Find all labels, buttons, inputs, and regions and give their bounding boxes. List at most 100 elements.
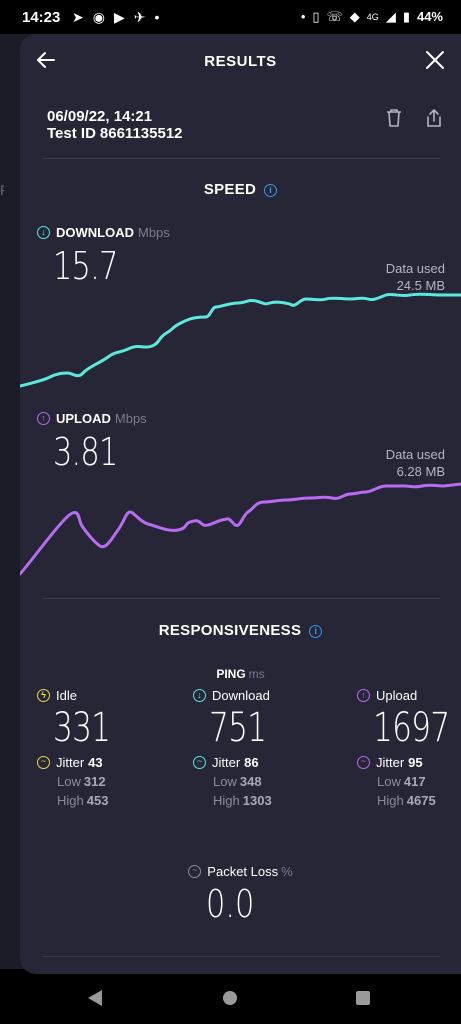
navigation-bar: [0, 974, 461, 1024]
jitter-label: Jitter: [212, 755, 241, 770]
low-label: Low: [57, 774, 81, 789]
packet-loss-label-text: Packet Loss: [207, 864, 279, 879]
signal-icon: ◢: [385, 9, 396, 24]
upload-label-text: UPLOAD: [56, 411, 111, 426]
status-bar: 14:23 ➤ ◉ ▶ ✈ • • ▯ ☏ ◆ 4G ◢ ▮ 44%: [0, 0, 461, 34]
upload-jitter: ~ Jitter 95: [357, 755, 461, 770]
idle-jitter: ~ Jitter 43: [37, 755, 126, 770]
upload-ping-label: ↑ Upload: [357, 688, 461, 703]
download-data-used: Data used 24.5 MB: [386, 260, 445, 294]
system-icons: • ▯ ☏ ◆ 4G ◢ ▮ 44%: [301, 8, 443, 26]
download-graph: [20, 292, 461, 388]
jitter-icon: ~: [37, 756, 50, 769]
background-ping-text: Ping: [0, 182, 29, 198]
idle-high: High 453: [57, 793, 126, 808]
download-high-value: 1303: [242, 793, 272, 808]
back-arrow-icon[interactable]: [34, 48, 58, 72]
messenger-icon: ◉: [92, 9, 105, 25]
notification-icons: ➤ ◉ ▶ ✈ •: [72, 8, 159, 26]
battery-icon: ▮: [402, 9, 410, 24]
packet-loss-unit: %: [281, 864, 293, 879]
upload-data-used-value: 6.28 MB: [396, 464, 445, 479]
info-icon[interactable]: i: [309, 625, 323, 638]
ping-header: PING ms: [20, 667, 461, 681]
youtube-icon: ▶: [113, 9, 125, 25]
high-label: High: [213, 793, 240, 808]
upload-low: Low 417: [377, 774, 461, 789]
upload-unit: Mbps: [114, 411, 147, 426]
jitter-icon: ~: [193, 756, 206, 769]
low-label: Low: [377, 774, 401, 789]
vibrate-icon: ▯: [312, 9, 320, 24]
upload-speed-value: 3.81: [53, 430, 118, 474]
upload-high-value: 4675: [406, 793, 436, 808]
share-icon[interactable]: [425, 108, 443, 128]
jitter-icon: ~: [357, 756, 370, 769]
download-arrow-icon: ↓: [37, 226, 50, 239]
idle-label-text: Idle: [56, 688, 77, 703]
download-speed-value: 15.7: [53, 244, 118, 288]
download-arrow-icon: ↓: [193, 689, 206, 702]
nav-recents-icon[interactable]: [356, 991, 370, 1005]
download-low: Low 348: [213, 774, 282, 789]
trash-icon[interactable]: [385, 108, 403, 128]
packet-loss-value: 0.0: [206, 882, 255, 926]
download-ping-value: 751: [209, 705, 267, 751]
lightning-icon: ϟ: [37, 689, 50, 702]
responsiveness-section-title: RESPONSIVENESS i: [20, 622, 461, 639]
page-title: RESULTS: [204, 53, 277, 70]
location-arrow-icon: ➤: [72, 9, 84, 25]
download-label-text: DOWNLOAD: [56, 225, 134, 240]
packet-loss-label: ~ Packet Loss%: [20, 864, 461, 879]
idle-low: Low 312: [57, 774, 126, 789]
network-type: 4G: [366, 12, 379, 22]
download-ping-label-text: Download: [212, 688, 270, 703]
high-label: High: [377, 793, 404, 808]
jitter-label: Jitter: [56, 755, 85, 770]
wifi-icon: ◆: [349, 9, 360, 24]
idle-ping-value: 331: [53, 705, 111, 751]
packet-loss-icon: ~: [188, 865, 202, 878]
upload-arrow-icon: ↑: [37, 412, 50, 425]
download-data-used-label: Data used: [385, 261, 445, 276]
upload-graph-line: [20, 482, 461, 576]
idle-low-value: 312: [83, 774, 106, 789]
dot-icon: •: [154, 9, 160, 25]
close-icon[interactable]: [425, 50, 445, 70]
app-icon: ✈: [133, 9, 146, 25]
idle-jitter-value: 43: [88, 755, 103, 770]
download-low-value: 348: [239, 774, 262, 789]
dot-icon: •: [300, 9, 306, 24]
nav-back-icon[interactable]: [88, 990, 102, 1006]
high-label: High: [57, 793, 84, 808]
download-jitter-value: 86: [244, 755, 259, 770]
test-id-row: Test ID 8661135512: [47, 125, 183, 142]
ping-column-download: ↓ Download 751 ~ Jitter 86 Low 348 High 130…: [193, 688, 282, 808]
download-ping-label: ↓ Download: [193, 688, 282, 703]
nav-home-icon[interactable]: [223, 991, 237, 1005]
speed-title: SPEED: [203, 181, 257, 198]
jitter-label: Jitter: [376, 755, 405, 770]
upload-graph: [20, 482, 461, 576]
ping-column-upload: ↑ Upload 1697 ~ Jitter 95 Low 417 High 4675: [357, 688, 461, 808]
info-icon[interactable]: i: [264, 184, 278, 197]
download-jitter: ~ Jitter 86: [193, 755, 282, 770]
upload-label: ↑ UPLOAD Mbps: [37, 411, 147, 426]
upload-ping-value: 1697: [373, 705, 450, 751]
status-time: 14:23: [22, 9, 61, 26]
speed-section-title: SPEED i: [20, 181, 461, 198]
ping-unit: ms: [248, 667, 265, 681]
divider: [42, 598, 440, 599]
upload-low-value: 417: [403, 774, 426, 789]
test-id-value: 8661135512: [99, 125, 183, 142]
results-sheet: RESULTS 06/09/22, 14:21 Test ID 866113551…: [20, 34, 461, 974]
download-label: ↓ DOWNLOAD Mbps: [37, 225, 170, 240]
download-unit: Mbps: [138, 225, 170, 240]
idle-high-value: 453: [86, 793, 109, 808]
responsiveness-title: RESPONSIVENESS: [158, 622, 302, 639]
upload-ping-label-text: Upload: [376, 688, 418, 703]
wifi-calling-icon: ☏: [326, 9, 343, 24]
divider: [42, 158, 440, 159]
low-label: Low: [213, 774, 237, 789]
download-graph-line: [20, 292, 461, 388]
